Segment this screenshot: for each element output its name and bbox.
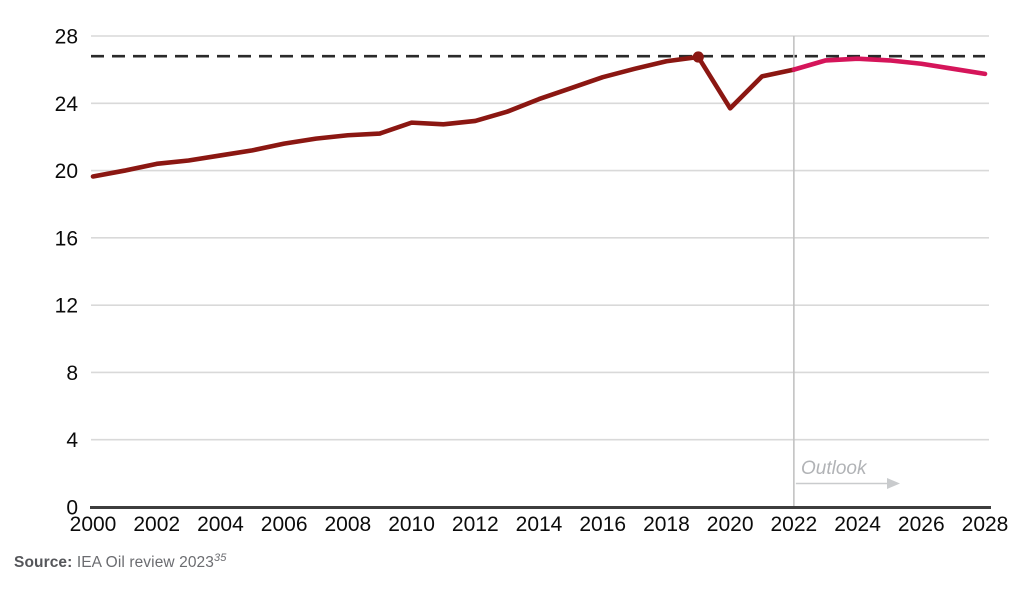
outlook-annotation-label: Outlook xyxy=(801,458,868,479)
y-tick-label: 24 xyxy=(55,93,79,116)
y-tick-label: 8 xyxy=(66,362,78,385)
source-footnote-ref: 35 xyxy=(214,551,227,564)
outlook-arrow-head xyxy=(887,478,900,489)
x-tick-label: 2006 xyxy=(261,513,308,536)
x-tick-label: 2004 xyxy=(197,513,244,536)
y-axis-tick-labels: 0 4 8 12 16 20 24 28 xyxy=(55,26,79,520)
x-tick-label: 2008 xyxy=(324,513,371,536)
source-text: IEA Oil review 2023 xyxy=(72,554,214,571)
y-tick-label: 16 xyxy=(55,227,78,250)
x-tick-label: 2022 xyxy=(770,513,817,536)
peak-marker xyxy=(692,51,704,63)
peak-marker-dot xyxy=(692,51,704,63)
gridlines xyxy=(91,35,989,441)
x-axis-tick-labels: 2000 2002 2004 2006 2008 2010 2012 2014 2016 2018… xyxy=(70,513,1009,536)
x-tick-label: 2024 xyxy=(834,513,881,536)
x-tick-label: 2000 xyxy=(70,513,117,536)
x-tick-label: 2020 xyxy=(707,513,754,536)
x-tick-label: 2028 xyxy=(962,513,1009,536)
x-tick-label: 2012 xyxy=(452,513,499,536)
y-tick-label: 0 xyxy=(66,497,78,520)
series-line-historical xyxy=(90,54,797,179)
y-tick-label: 12 xyxy=(55,295,78,318)
x-tick-label: 2026 xyxy=(898,513,945,536)
y-tick-label: 28 xyxy=(55,26,78,49)
x-tick-label: 2014 xyxy=(516,513,563,536)
x-tick-label: 2010 xyxy=(388,513,435,536)
x-tick-label: 2016 xyxy=(579,513,626,536)
data-series-lines xyxy=(90,54,988,179)
source-note: Source: IEA Oil review 202335 xyxy=(14,551,227,572)
source-label: Source: xyxy=(14,554,73,571)
series-line-outlook-forecast xyxy=(791,56,988,77)
x-tick-label: 2018 xyxy=(643,513,690,536)
outlook-arrow-icon xyxy=(795,478,900,489)
y-tick-label: 4 xyxy=(66,429,78,452)
y-tick-label: 20 xyxy=(55,160,78,183)
x-tick-label: 2002 xyxy=(133,513,180,536)
